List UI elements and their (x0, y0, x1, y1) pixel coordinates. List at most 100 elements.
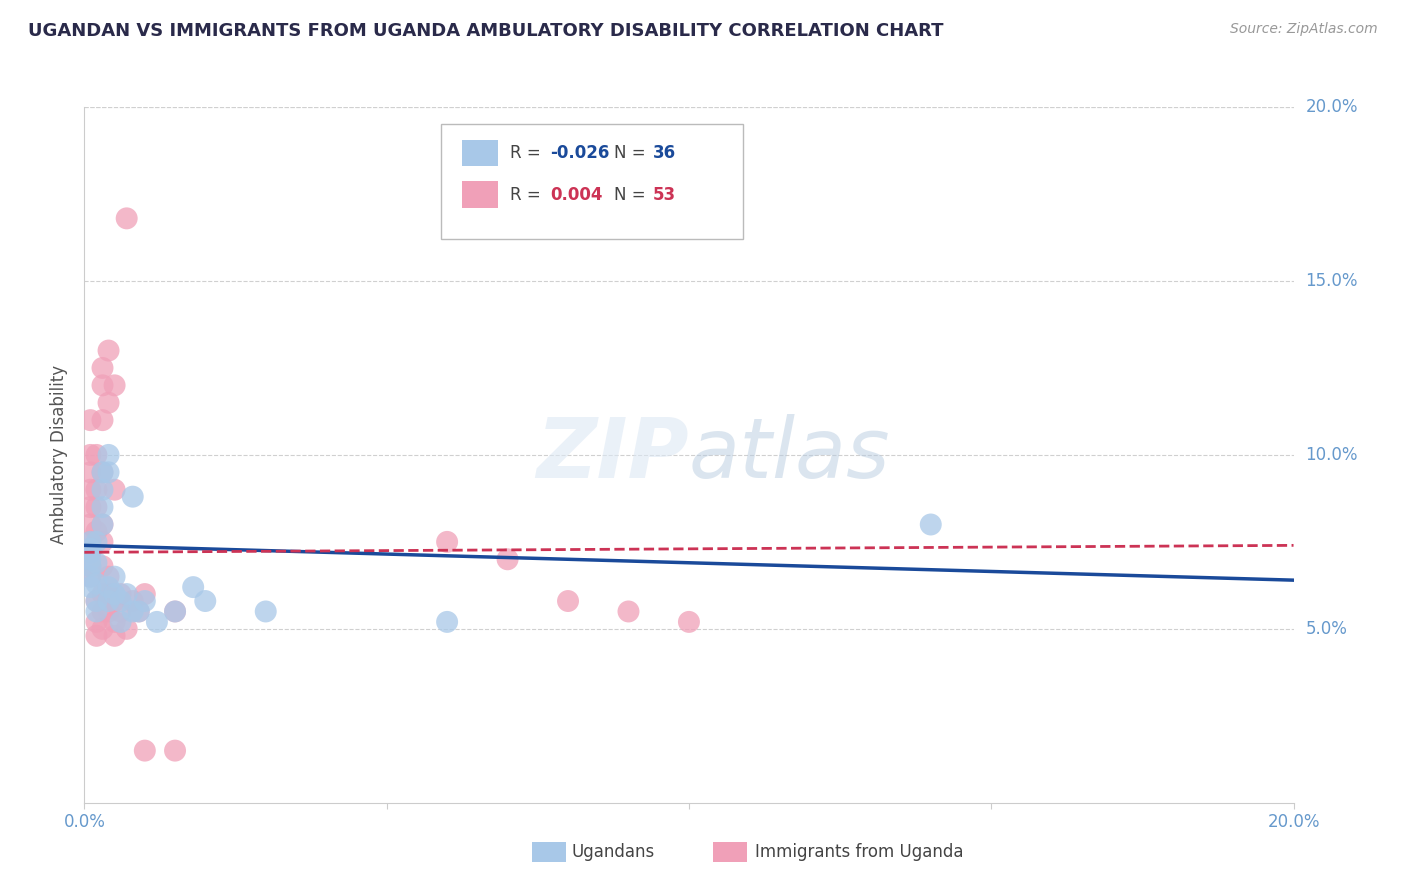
Point (115, 211, 138, 226)
Point (79, 545, 101, 559)
Point (163, 744, 186, 758)
Text: Immigrants from Uganda: Immigrants from Uganda (755, 843, 965, 861)
Bar (461, 181, 498, 208)
Point (79, 570, 101, 584)
Point (97, 594, 120, 608)
Point (110, 594, 132, 608)
Point (97, 594, 120, 608)
Point (91, 413, 114, 427)
Text: 36: 36 (652, 144, 676, 162)
Point (86, 534, 108, 549)
Point (91, 622, 114, 636)
Point (86, 576, 108, 591)
Point (163, 605, 186, 619)
Point (134, 587, 156, 601)
Point (104, 587, 127, 601)
Text: R =: R = (510, 144, 546, 162)
Point (86, 448, 108, 462)
Point (110, 605, 132, 619)
Text: -0.026: -0.026 (550, 144, 609, 162)
Point (91, 360, 114, 375)
Text: 0.004: 0.004 (550, 186, 602, 203)
Text: Ugandans: Ugandans (572, 843, 655, 861)
Point (436, 534, 458, 549)
Point (496, 552, 519, 566)
Point (134, 594, 156, 608)
Point (97, 570, 120, 584)
Point (86, 524, 108, 539)
Point (97, 580, 120, 594)
Text: 53: 53 (652, 186, 676, 203)
Point (557, 594, 579, 608)
Point (86, 615, 108, 629)
FancyBboxPatch shape (441, 124, 744, 239)
Point (91, 605, 114, 619)
Point (181, 580, 204, 594)
Point (86, 500, 108, 514)
Text: 5.0%: 5.0% (1306, 620, 1347, 638)
Point (920, 517, 942, 532)
Point (97, 396, 120, 410)
Point (86, 605, 108, 619)
Point (79, 448, 101, 462)
Point (254, 605, 277, 619)
Y-axis label: Ambulatory Disability: Ambulatory Disability (51, 366, 69, 544)
Point (91, 378, 114, 392)
Text: atlas: atlas (689, 415, 890, 495)
Point (79, 545, 101, 559)
Point (115, 622, 138, 636)
Text: ZIP: ZIP (536, 415, 689, 495)
Point (79, 534, 101, 549)
Point (79, 517, 101, 532)
Point (436, 615, 458, 629)
Point (79, 483, 101, 497)
Point (79, 413, 101, 427)
Point (91, 534, 114, 549)
Point (91, 466, 114, 480)
Text: N =: N = (614, 186, 651, 203)
Bar (531, 842, 565, 862)
Point (86, 556, 108, 570)
Point (79, 466, 101, 480)
Point (104, 629, 127, 643)
Point (146, 615, 169, 629)
Point (678, 615, 700, 629)
Text: R =: R = (510, 186, 546, 203)
Point (104, 570, 127, 584)
Point (79, 552, 101, 566)
Point (104, 615, 127, 629)
Point (97, 587, 120, 601)
Point (86, 594, 108, 608)
Point (104, 594, 127, 608)
Point (97, 466, 120, 480)
Point (104, 378, 127, 392)
Point (97, 343, 120, 358)
Point (79, 580, 101, 594)
Point (134, 744, 156, 758)
Point (79, 559, 101, 574)
Point (91, 483, 114, 497)
Bar (461, 140, 498, 166)
Point (79, 534, 101, 549)
Point (97, 448, 120, 462)
Text: UGANDAN VS IMMIGRANTS FROM UGANDA AMBULATORY DISABILITY CORRELATION CHART: UGANDAN VS IMMIGRANTS FROM UGANDA AMBULA… (28, 22, 943, 40)
Point (121, 490, 143, 504)
Point (128, 605, 150, 619)
Point (128, 605, 150, 619)
Point (163, 605, 186, 619)
Point (121, 605, 143, 619)
Point (91, 500, 114, 514)
Point (91, 559, 114, 574)
Bar (713, 842, 747, 862)
Point (86, 629, 108, 643)
Text: Source: ZipAtlas.com: Source: ZipAtlas.com (1230, 22, 1378, 37)
Point (79, 500, 101, 514)
Point (91, 517, 114, 532)
Point (110, 587, 132, 601)
Point (110, 615, 132, 629)
Point (97, 605, 120, 619)
Point (79, 541, 101, 556)
Text: N =: N = (614, 144, 651, 162)
Text: 20.0%: 20.0% (1306, 98, 1358, 116)
Point (86, 483, 108, 497)
